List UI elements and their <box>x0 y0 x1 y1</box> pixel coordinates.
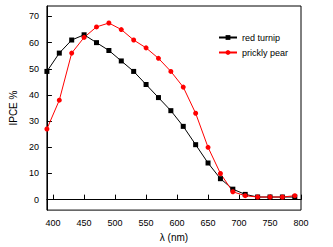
svg-text:λ (nm): λ (nm) <box>160 232 188 243</box>
svg-text:450: 450 <box>77 218 92 228</box>
svg-text:prickly pear: prickly pear <box>242 48 288 58</box>
svg-text:50: 50 <box>29 64 39 74</box>
svg-text:750: 750 <box>262 218 277 228</box>
svg-text:400: 400 <box>46 218 61 228</box>
svg-text:550: 550 <box>139 218 154 228</box>
svg-text:IPCE %: IPCE % <box>8 90 19 125</box>
svg-text:500: 500 <box>108 218 123 228</box>
svg-text:10: 10 <box>29 168 39 178</box>
svg-text:700: 700 <box>232 218 247 228</box>
svg-text:600: 600 <box>170 218 185 228</box>
svg-text:40: 40 <box>29 90 39 100</box>
svg-text:60: 60 <box>29 38 39 48</box>
svg-text:0: 0 <box>34 195 39 205</box>
svg-text:70: 70 <box>29 11 39 21</box>
svg-text:800: 800 <box>293 218 308 228</box>
svg-text:30: 30 <box>29 116 39 126</box>
svg-text:red turnip: red turnip <box>242 33 280 43</box>
svg-text:650: 650 <box>201 218 216 228</box>
svg-text:20: 20 <box>29 142 39 152</box>
